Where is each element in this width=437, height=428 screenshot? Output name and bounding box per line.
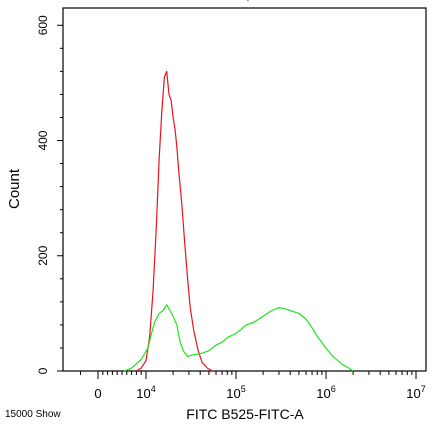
y-axis: 0 200 400 600	[36, 15, 63, 374]
plot-frame	[62, 7, 427, 372]
histogram-series-2	[124, 304, 354, 372]
x-tick-label: 106	[316, 384, 335, 401]
x-tick-label: 104	[136, 384, 155, 401]
series-layer	[124, 70, 354, 372]
y-axis-label: Count	[6, 168, 23, 209]
x-tick-label: 105	[226, 384, 245, 401]
footer-text: 15000 Show	[5, 409, 61, 420]
x-tick-label: 0	[94, 386, 101, 401]
histogram-series-1	[136, 70, 213, 372]
x-tick-label: 107	[406, 384, 425, 401]
x-axis-label: FITC B525-FITC-A	[186, 406, 304, 422]
y-tick-label: 600	[36, 15, 50, 35]
y-tick-label: 200	[36, 245, 50, 265]
y-tick-label: 400	[36, 130, 50, 150]
y-tick-label: 0	[36, 367, 50, 374]
x-axis: 0 104 105 106 107	[80, 371, 426, 401]
top-tick-label: '	[247, 0, 249, 9]
